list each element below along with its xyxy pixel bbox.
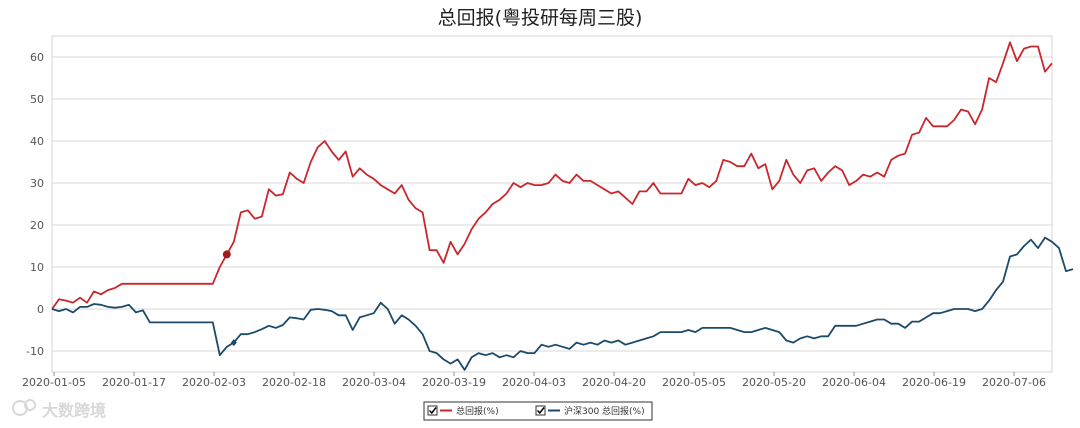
y-tick-label: 50	[30, 93, 44, 106]
series-line-total-return	[51, 41, 1053, 310]
y-tick-label: 10	[30, 261, 44, 274]
x-tick-label: 2020-01-05	[22, 376, 86, 389]
y-tick-label: 0	[37, 303, 44, 316]
x-tick-label: 2020-03-19	[422, 376, 486, 389]
check-icon	[536, 407, 545, 415]
x-tick-label: 2020-04-20	[582, 376, 646, 389]
x-tick-label: 2020-02-18	[262, 376, 326, 389]
legend: 总回报(%) 沪深300 总回报(%)	[423, 401, 653, 421]
x-tick-label: 2020-05-20	[742, 376, 806, 389]
chart-title: 总回报(粤投研每周三股)	[438, 7, 643, 29]
y-axis: -10 0 10 20 30 40 50 60	[26, 51, 44, 358]
legend-label: 总回报(%)	[456, 405, 499, 417]
watermark-text: 大数跨境	[42, 401, 106, 420]
y-tick-label: 20	[30, 219, 44, 232]
legend-checkbox[interactable]	[535, 405, 546, 416]
legend-checkbox[interactable]	[427, 405, 438, 416]
plot-border	[51, 35, 1053, 373]
series-marker	[230, 339, 237, 347]
x-tick-label: 2020-06-19	[902, 376, 966, 389]
check-icon	[428, 407, 437, 415]
x-tick-label: 2020-05-05	[662, 376, 726, 389]
y-tick-label: 30	[30, 177, 44, 190]
x-tick-label: 2020-04-03	[502, 376, 566, 389]
watermark: 大数跨境	[12, 399, 106, 420]
y-tick-label: 60	[30, 51, 44, 64]
y-tick-label: 40	[30, 135, 44, 148]
x-tick-label: 2020-02-03	[182, 376, 246, 389]
series-line-hs300-return	[51, 236, 1074, 371]
x-tick-label: 2020-03-04	[342, 376, 406, 389]
x-tick-label: 2020-01-17	[102, 376, 166, 389]
grid-lines	[51, 35, 1053, 373]
x-tick-label: 2020-06-04	[822, 376, 886, 389]
legend-label: 沪深300 总回报(%)	[564, 405, 645, 417]
series-marker	[222, 250, 231, 259]
series-lines	[51, 41, 1074, 371]
watermark-logo-icon	[12, 399, 36, 416]
y-tick-label: -10	[26, 345, 44, 358]
x-axis: 2020-01-05 2020-01-17 2020-02-03 2020-02-18…	[22, 372, 1046, 389]
x-tick-label: 2020-07-06	[982, 376, 1046, 389]
